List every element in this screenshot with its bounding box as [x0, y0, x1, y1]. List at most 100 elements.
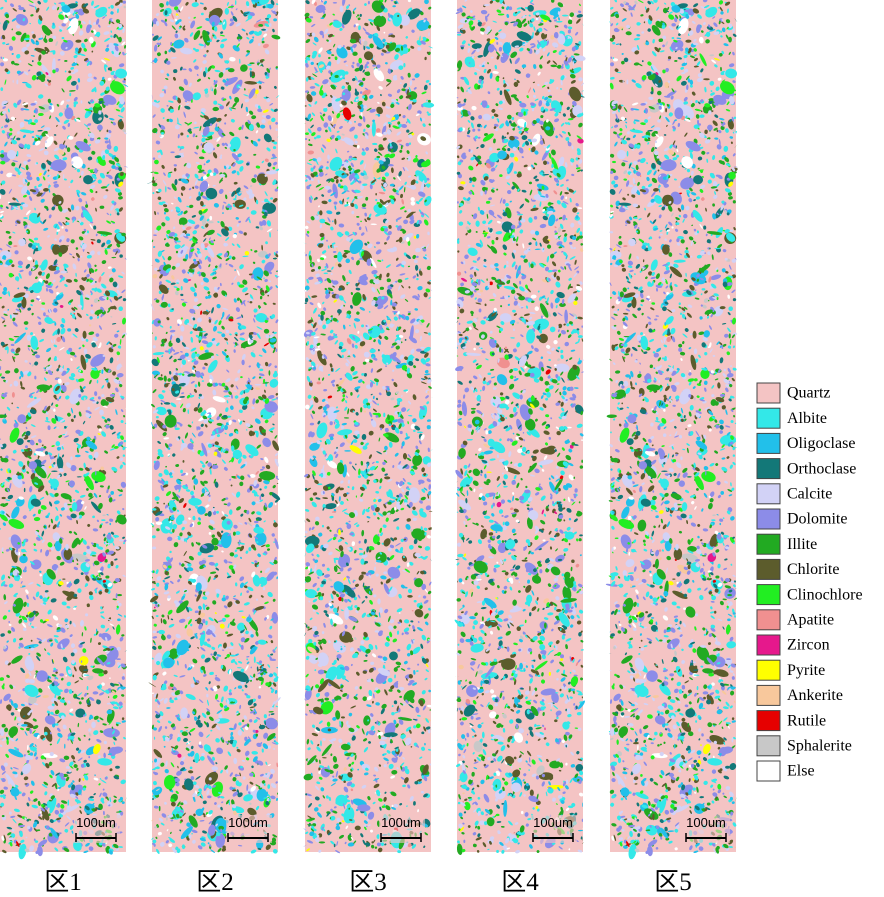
- grain: [66, 147, 71, 152]
- grain: [20, 32, 27, 42]
- grain: [111, 431, 116, 435]
- grain: [184, 726, 189, 729]
- grain: [38, 37, 43, 40]
- mineral-map: [147, 0, 281, 854]
- grain: [92, 515, 96, 519]
- grain: [91, 50, 94, 53]
- grain: [23, 721, 34, 729]
- grain: [208, 777, 212, 781]
- grain: [106, 171, 110, 174]
- grain: [41, 328, 46, 333]
- grain: [112, 499, 116, 502]
- grain: [16, 150, 19, 157]
- grain: [15, 13, 29, 26]
- grain: [73, 531, 78, 536]
- grain: [103, 65, 107, 73]
- grain: [116, 363, 122, 371]
- grain: [105, 521, 109, 524]
- scale-label: 100um: [76, 815, 116, 830]
- grain: [170, 42, 173, 46]
- grain: [70, 456, 73, 461]
- grain: [110, 315, 113, 318]
- grain: [9, 482, 12, 490]
- grain: [33, 115, 36, 118]
- grain: [57, 786, 62, 790]
- grain: [209, 215, 213, 221]
- grain: [42, 762, 46, 767]
- grain: [35, 612, 40, 617]
- grain: [224, 8, 230, 15]
- grain: [91, 241, 94, 245]
- grain: [13, 102, 18, 108]
- grain: [51, 57, 56, 74]
- grain: [63, 119, 70, 124]
- grain: [0, 87, 4, 92]
- grain: [111, 165, 116, 169]
- grain: [177, 373, 183, 376]
- grain: [98, 117, 102, 121]
- grain: [0, 438, 2, 440]
- grain: [0, 365, 2, 371]
- grain: [1, 496, 6, 500]
- grain: [14, 568, 20, 574]
- grain: [86, 603, 90, 608]
- grain: [68, 185, 71, 188]
- grain: [95, 191, 98, 194]
- grain: [117, 296, 123, 300]
- grain: [103, 752, 106, 759]
- grain: [264, 18, 270, 20]
- grain: [107, 485, 110, 490]
- grain: [42, 176, 46, 181]
- grain: [108, 274, 113, 278]
- grain: [77, 444, 82, 449]
- grain: [68, 70, 72, 74]
- grain: [115, 765, 120, 769]
- grain: [49, 799, 52, 802]
- grain: [165, 185, 167, 193]
- grain: [104, 37, 110, 42]
- panel-label: 区1: [44, 869, 82, 896]
- grain: [98, 783, 101, 786]
- grain: [81, 632, 84, 637]
- grain: [103, 537, 107, 542]
- grain: [0, 206, 3, 210]
- grain: [63, 755, 70, 760]
- grain: [14, 167, 20, 172]
- grain: [81, 697, 84, 700]
- grain: [83, 348, 88, 355]
- grain: [155, 615, 159, 617]
- grain: [3, 594, 7, 601]
- grain: [24, 327, 28, 330]
- grain: [5, 548, 10, 552]
- grain: [45, 762, 50, 769]
- grain: [59, 673, 65, 677]
- grain: [57, 426, 59, 429]
- grain: [37, 509, 41, 515]
- grain: [44, 648, 47, 651]
- grain: [106, 802, 113, 807]
- grain: [121, 634, 125, 637]
- grain: [32, 718, 37, 722]
- grain: [12, 449, 17, 454]
- grain: [259, 495, 262, 501]
- grain: [10, 833, 16, 838]
- grain: [78, 567, 81, 570]
- grain: [170, 151, 175, 154]
- grain: [91, 288, 96, 291]
- grain: [64, 70, 67, 73]
- grain: [8, 45, 14, 51]
- grain: [26, 209, 31, 216]
- grain: [32, 34, 36, 39]
- grain: [116, 594, 122, 597]
- grain: [28, 270, 32, 276]
- grain: [11, 313, 16, 318]
- grain: [67, 328, 72, 332]
- grain: [43, 726, 53, 742]
- grain: [47, 609, 52, 615]
- grain: [44, 592, 48, 598]
- grain: [99, 409, 104, 416]
- grain: [1, 737, 7, 742]
- grain: [90, 353, 106, 367]
- grain: [30, 38, 35, 45]
